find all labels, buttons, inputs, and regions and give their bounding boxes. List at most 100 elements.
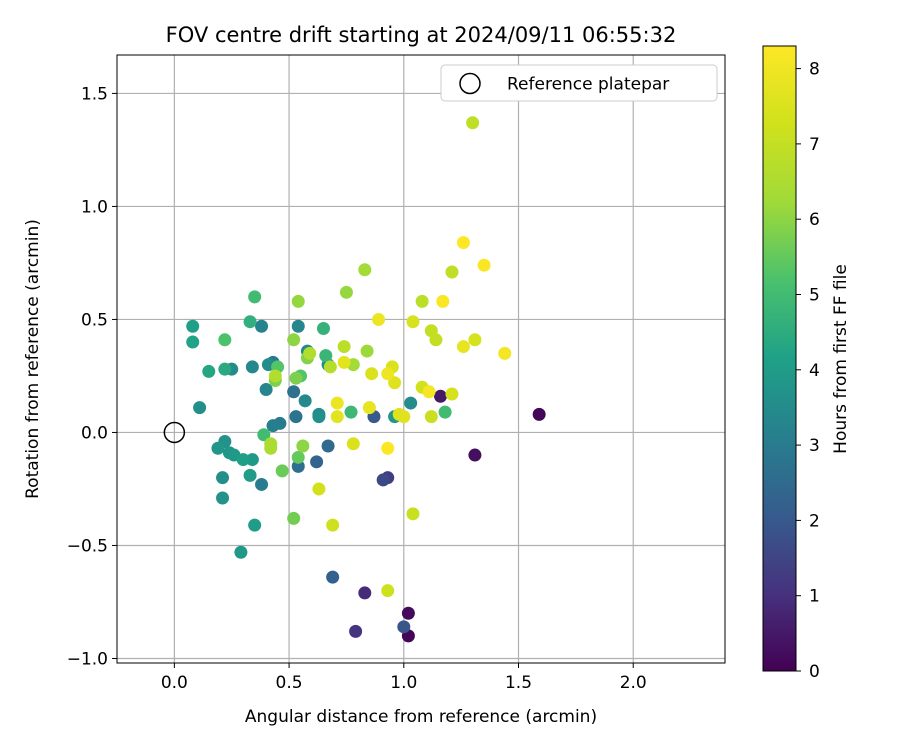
reference-platepar-marker (163, 421, 186, 444)
data-point (216, 491, 230, 505)
data-point (362, 401, 376, 415)
x-tick-label: 0.0 (161, 673, 188, 693)
data-point (498, 346, 512, 360)
data-point (326, 518, 340, 532)
colorbar-tick-label: 4 (809, 361, 820, 381)
data-point (381, 441, 395, 455)
data-point (381, 367, 395, 381)
data-point (330, 396, 344, 410)
axis-ticks: 0.0 0.5 1.0 1.5 2.0 −1.0 −0.5 0.0 0.5 1.0 1.5 (67, 84, 647, 693)
y-tick-label: 1.0 (81, 197, 108, 217)
data-point (445, 265, 459, 279)
data-point (397, 410, 411, 424)
data-point (287, 333, 301, 347)
data-point (312, 410, 326, 424)
data-point (415, 294, 429, 308)
legend-marker-circle (459, 72, 481, 95)
data-point (291, 294, 305, 308)
legend-entry-reference-platepar: Reference platepar (507, 75, 669, 95)
data-point (477, 258, 491, 272)
x-tick-label: 2.0 (620, 673, 647, 693)
data-point (376, 473, 390, 487)
data-point (275, 464, 289, 478)
x-tick-label: 1.5 (505, 673, 532, 693)
data-point (349, 624, 363, 638)
data-point (186, 335, 200, 349)
y-tick-label: 1.5 (81, 84, 108, 104)
data-point (291, 459, 305, 473)
data-point (406, 315, 420, 329)
data-point (298, 394, 312, 408)
data-point (429, 333, 443, 347)
data-point (468, 448, 482, 462)
data-point (436, 294, 450, 308)
x-tick-label: 1.0 (390, 673, 417, 693)
y-tick-label: −0.5 (67, 536, 108, 556)
colorbar-tick-label: 0 (809, 662, 820, 682)
data-point (259, 383, 273, 397)
data-point (388, 376, 402, 390)
chart-title: FOV centre drift starting at 2024/09/11 … (166, 23, 677, 47)
data-point (186, 319, 200, 333)
y-tick-label: 0.5 (81, 310, 108, 330)
data-point (424, 410, 438, 424)
data-point (337, 355, 351, 369)
data-point (268, 369, 282, 383)
colorbar: 0 1 2 3 4 5 6 7 8 Hours from first FF file (762, 45, 851, 682)
data-point (456, 340, 470, 354)
data-point (337, 340, 351, 354)
data-point (438, 405, 452, 419)
data-point (316, 321, 330, 335)
data-point (323, 360, 337, 374)
data-point (365, 367, 379, 381)
data-point (216, 471, 230, 485)
data-point (404, 396, 418, 410)
data-point (289, 371, 303, 385)
data-point (466, 116, 480, 130)
colorbar-tick-label: 6 (809, 210, 820, 230)
data-point (346, 437, 360, 451)
data-point (422, 385, 436, 399)
data-point (248, 290, 262, 304)
data-point (211, 441, 225, 455)
data-point (255, 477, 269, 491)
data-point (218, 333, 232, 347)
colorbar-tick-label: 5 (809, 285, 820, 305)
data-point (248, 518, 262, 532)
data-point (291, 319, 305, 333)
data-point (303, 346, 317, 360)
x-tick-label: 0.5 (276, 673, 303, 693)
data-point (243, 315, 257, 329)
data-point (243, 468, 257, 482)
data-point (218, 362, 232, 376)
data-point (532, 407, 546, 421)
data-point (255, 319, 269, 333)
y-tick-label: −1.0 (67, 649, 108, 669)
colorbar-tick-label: 7 (809, 135, 820, 155)
data-point (372, 312, 386, 326)
data-point (358, 586, 372, 600)
data-point (312, 482, 326, 496)
data-point (202, 364, 216, 378)
legend: Reference platepar (440, 64, 718, 102)
data-point (360, 344, 374, 358)
data-point (330, 410, 344, 424)
data-point (344, 405, 358, 419)
data-point (319, 349, 333, 363)
legend-box (440, 64, 718, 102)
y-axis-label: Rotation from reference (arcmin) (23, 219, 43, 499)
data-point (456, 236, 470, 250)
data-point (296, 439, 310, 453)
data-point (381, 584, 395, 598)
data-point (287, 511, 301, 525)
data-point (264, 441, 278, 455)
colorbar-tick-label: 2 (809, 511, 820, 531)
colorbar-gradient (762, 45, 797, 672)
data-point (291, 450, 305, 464)
data-point (193, 401, 207, 415)
colorbar-tick-label: 3 (809, 436, 820, 456)
colorbar-tick-label: 1 (809, 587, 820, 607)
data-point (257, 428, 271, 442)
data-point (289, 410, 303, 424)
colorbar-ticks: 0 1 2 3 4 5 6 7 8 (796, 60, 820, 682)
